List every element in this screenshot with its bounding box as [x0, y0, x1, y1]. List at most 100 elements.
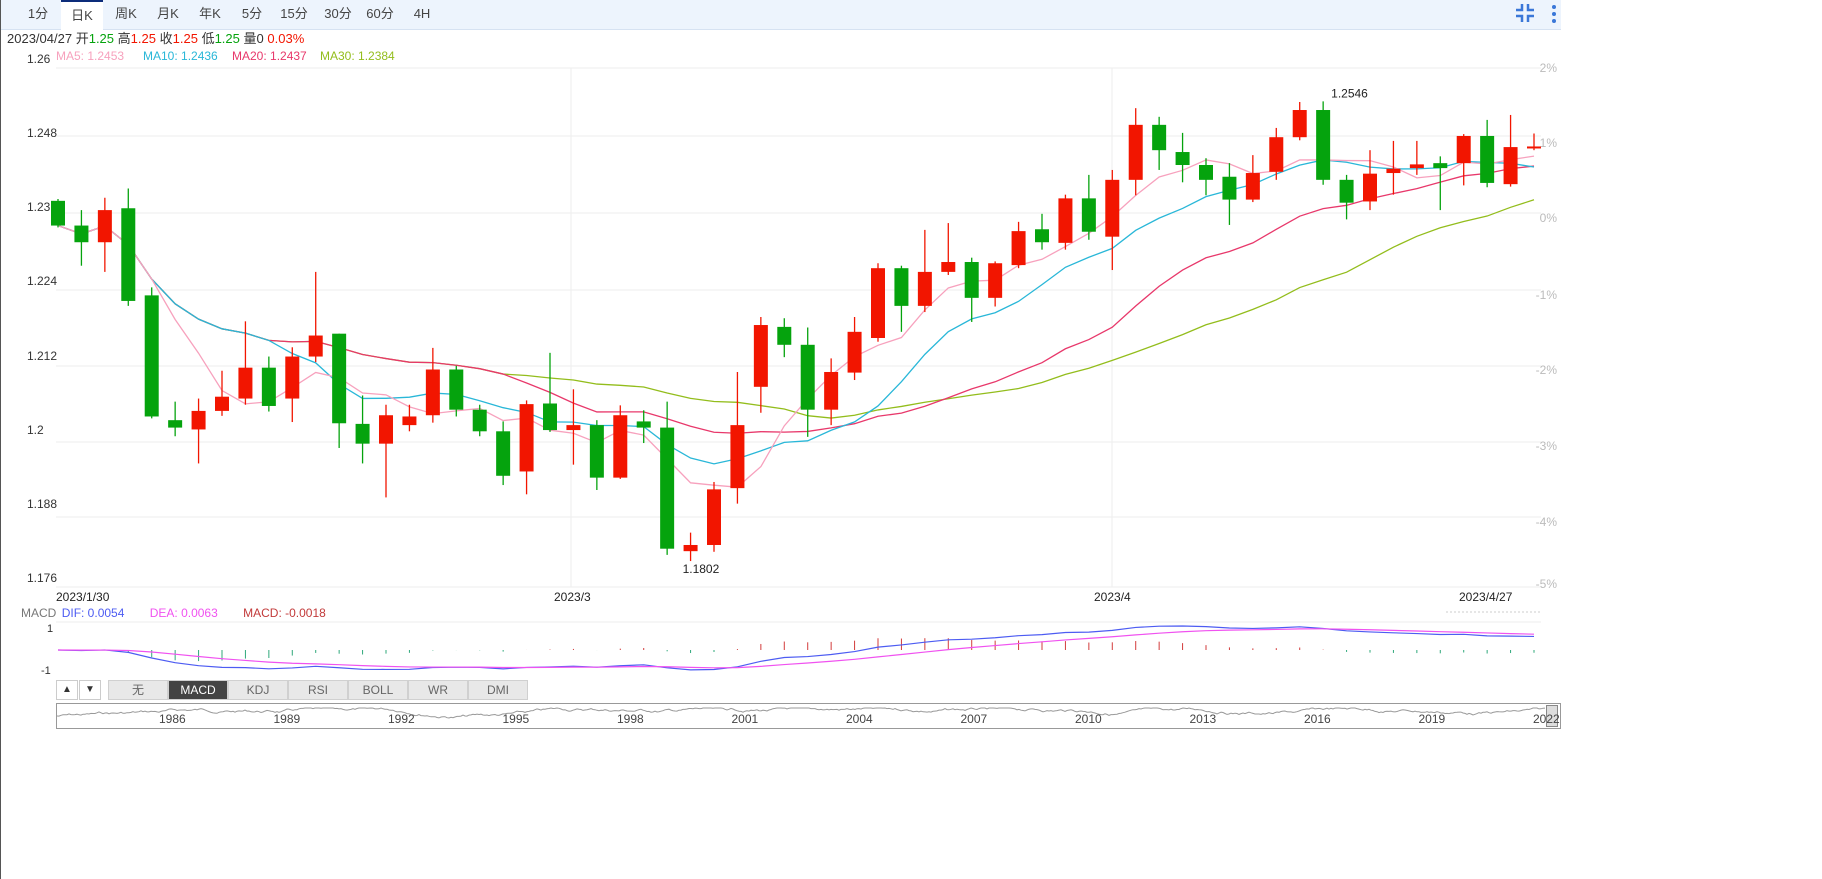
open-value: 1.25: [88, 31, 115, 46]
candle: [566, 389, 581, 465]
candle: [1503, 114, 1518, 187]
candle-body: [1035, 229, 1049, 243]
more-vertical-icon[interactable]: [1551, 4, 1557, 27]
max-price-label: 1.2546: [1331, 86, 1368, 100]
tab-2[interactable]: 周K: [115, 6, 137, 21]
candle-body: [285, 356, 300, 399]
candle-body: [238, 367, 253, 399]
period-tab-bar: 1分 日K 周K 月K 年K 5分 15分 30分 60分 4H: [1, 0, 1561, 31]
indicator-tab-0[interactable]: 无: [108, 680, 168, 700]
indicator-tab-4[interactable]: BOLL: [348, 680, 408, 700]
indicator-tab-2[interactable]: KDJ: [228, 680, 288, 700]
candle: [660, 401, 675, 555]
pct-tick-label: 1%: [1539, 136, 1557, 150]
macd-tick-bottom: -1: [41, 665, 51, 677]
candle-body: [988, 263, 1003, 298]
tab-5[interactable]: 5分: [241, 6, 263, 21]
candle-body: [566, 425, 581, 431]
tab-4[interactable]: 年K: [199, 6, 221, 21]
candle-body: [1128, 124, 1143, 180]
candle-body: [1222, 176, 1237, 200]
candle: [308, 271, 323, 363]
navigator-year: 2001: [731, 712, 759, 726]
indicator-tab-6[interactable]: DMI: [468, 680, 528, 700]
candle-body: [449, 369, 464, 410]
navigator-year: 2016: [1304, 712, 1331, 726]
tab-9[interactable]: 4H: [413, 6, 431, 21]
navigator-handle[interactable]: [1546, 705, 1558, 727]
candle-body: [613, 415, 628, 478]
y-tick-label: 1.2: [27, 422, 44, 437]
candle-body: [1011, 231, 1026, 266]
indicator-tab-3[interactable]: RSI: [288, 680, 348, 700]
dif-label: DIF: 0.0054: [61, 606, 125, 620]
candle: [824, 358, 839, 426]
candle: [1480, 119, 1495, 188]
candle: [402, 404, 417, 432]
ma30-label: MA30: 1.2384: [320, 49, 395, 63]
candle: [1363, 150, 1377, 211]
candle: [1433, 156, 1448, 211]
macd-value-label: MACD: -0.0018: [243, 606, 326, 620]
candle: [730, 371, 745, 504]
candle: [871, 263, 885, 342]
y-tick-label: 1.26: [27, 52, 51, 66]
range-navigator[interactable]: [56, 703, 1561, 729]
collapse-icon[interactable]: [1515, 3, 1535, 26]
ma10-label: MA10: 1.2436: [143, 49, 218, 63]
candle: [1386, 140, 1401, 195]
candle: [800, 327, 815, 437]
macd-tick-top: 1: [47, 623, 54, 635]
candle: [449, 365, 464, 417]
candle-body: [1058, 198, 1073, 243]
candle-body: [1316, 110, 1331, 180]
candle-body: [941, 262, 956, 272]
candle: [613, 405, 628, 479]
candle: [168, 401, 183, 437]
close-value: 1.25: [172, 31, 198, 46]
volume-label: 量: [243, 31, 257, 46]
candle-body: [168, 420, 183, 428]
candle: [941, 223, 956, 275]
navigator-year: 2013: [1189, 712, 1217, 726]
ma20-label: MA20: 1.2437: [232, 49, 307, 63]
candle: [1128, 108, 1143, 196]
candle-body: [753, 325, 768, 387]
dea-label: DEA: 0.0063: [149, 606, 218, 620]
ma30-line: [57, 199, 1535, 419]
tab-6[interactable]: 15分: [280, 6, 308, 21]
tab-8[interactable]: 60分: [366, 6, 394, 21]
y-tick-label: 1.224: [27, 274, 58, 289]
candle-body: [1245, 173, 1260, 200]
tab-0[interactable]: 1分: [27, 6, 49, 21]
candle-body: [1456, 135, 1471, 164]
candle: [379, 404, 393, 498]
candle-body: [144, 295, 159, 417]
candle-body: [1152, 124, 1167, 151]
candle-body: [871, 268, 885, 339]
y-tick-label: 1.236: [27, 200, 58, 215]
candle-body: [51, 200, 65, 226]
tab-1[interactable]: 日K: [61, 0, 103, 31]
indicator-tab-5[interactable]: WR: [408, 680, 468, 700]
candle: [1152, 116, 1167, 170]
y-tick-label: 1.212: [27, 348, 58, 363]
candle-body: [636, 421, 651, 428]
pct-tick-label: -1%: [1535, 288, 1557, 302]
indicator-tab-1[interactable]: MACD: [168, 680, 228, 700]
candle: [1292, 101, 1307, 141]
indicator-down-button[interactable]: ▼: [79, 680, 101, 700]
candle-body: [917, 271, 932, 306]
candle: [964, 257, 979, 322]
navigator-year: 2019: [1418, 712, 1446, 726]
ohlc-info: 2023/04/27 开1.25 高1.25 收1.25 低1.25 量0 0.…: [7, 31, 304, 47]
indicator-up-button[interactable]: ▲: [56, 680, 78, 700]
navigator-year: 1995: [502, 712, 530, 726]
tab-3[interactable]: 月K: [157, 6, 179, 21]
candle: [1409, 140, 1424, 175]
tab-7[interactable]: 30分: [324, 6, 352, 21]
candlestick-chart[interactable]: 1.2546 1.1802: [1, 0, 1561, 700]
candle: [425, 347, 440, 423]
candle: [707, 481, 721, 552]
candle: [847, 316, 862, 381]
